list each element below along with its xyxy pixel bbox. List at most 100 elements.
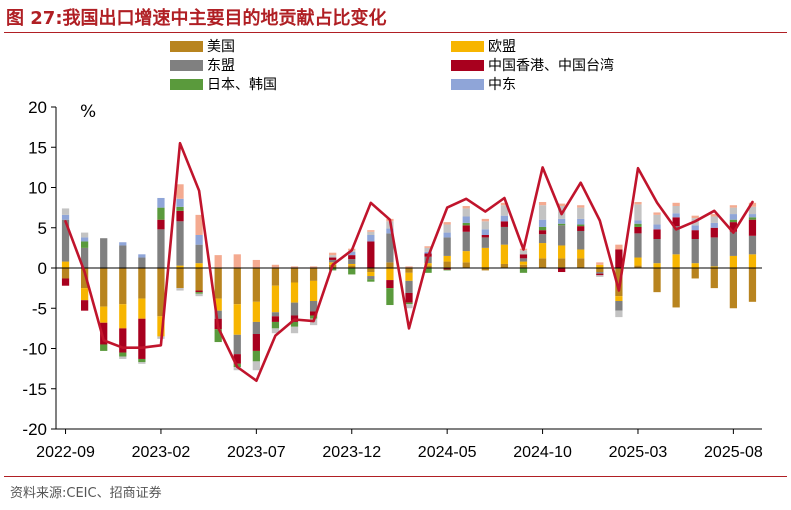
bar-segment [443, 255, 451, 262]
bar-segment [176, 210, 184, 222]
bar-segment [214, 329, 222, 343]
bar-segment [634, 204, 642, 221]
bar-segment [100, 306, 108, 323]
bar-segment [710, 214, 718, 217]
bar-segment [729, 222, 738, 232]
bar-segment [672, 217, 680, 227]
bar-segment [519, 268, 528, 273]
x-tick-label: 2023-12 [322, 444, 381, 461]
bar-segment [309, 266, 318, 268]
bar-segment [500, 202, 509, 206]
bar-segment [195, 290, 203, 293]
bar-segment [214, 255, 222, 268]
bar-segment [634, 257, 642, 266]
bar-segment [424, 246, 432, 248]
bar-segment [195, 214, 203, 235]
bar-segment [729, 205, 738, 208]
x-tick-label: 2023-02 [132, 444, 191, 461]
bar-segment [653, 263, 661, 268]
bar-segment [138, 358, 146, 363]
bar-segment [80, 232, 89, 238]
bar-segment [462, 206, 470, 209]
bar-segment [61, 214, 70, 220]
bar-segment [653, 268, 661, 293]
bar-segment [462, 251, 470, 263]
bar-segment [119, 242, 127, 246]
bar-segment [100, 344, 108, 351]
bar-segment [558, 245, 566, 259]
bar-segment [634, 233, 642, 258]
bar-segment [386, 288, 394, 306]
bar-segment [748, 254, 757, 268]
bar-segment [195, 268, 203, 291]
bar-segment [748, 217, 757, 220]
bar-segment [290, 282, 299, 303]
bar-segment [138, 257, 146, 268]
legend-label: 日本、韩国 [207, 77, 277, 93]
bar-segment [80, 300, 89, 311]
legend-swatch [451, 79, 484, 90]
x-tick-label: 2024-05 [418, 444, 477, 461]
bar-segment [367, 272, 375, 277]
bar-segment [519, 261, 528, 265]
bar-segment [481, 221, 489, 230]
legend-label: 欧盟 [488, 39, 516, 55]
bar-segment [405, 272, 413, 281]
bar-segment [271, 312, 280, 317]
bar-segment [424, 251, 432, 254]
bar-segment [138, 254, 146, 258]
bar-segment [195, 244, 203, 264]
bar-segment [233, 268, 241, 305]
bar-segment [577, 258, 585, 268]
bar-segment [367, 276, 375, 280]
bar-segment [748, 235, 757, 255]
bar-segment [233, 354, 241, 364]
bar-segment [672, 213, 680, 218]
bar-segment [596, 268, 604, 273]
bar-segment [558, 268, 566, 273]
bar-segment [271, 328, 280, 334]
bar-segment [157, 229, 165, 268]
legend-label: 东盟 [207, 58, 235, 74]
bar-segment [577, 230, 585, 250]
bar-segment [329, 255, 337, 258]
bar-segment [119, 356, 127, 359]
y-tick-label: 20 [28, 98, 47, 117]
bar-segment [176, 268, 184, 289]
bar-segment [252, 301, 260, 322]
source-divider [4, 476, 787, 477]
bar-segment [596, 262, 604, 265]
bar-segment [729, 255, 738, 268]
bar-segment [443, 268, 451, 270]
bar-segment [329, 252, 337, 256]
bar-segment [252, 321, 260, 335]
bar-segment [424, 265, 432, 268]
bar-segment [729, 268, 738, 309]
bar-segment [634, 226, 642, 234]
bar-segment [729, 231, 738, 256]
bar-segment [538, 234, 547, 244]
bar-segment [577, 224, 585, 227]
bar-segment [558, 225, 566, 246]
x-tick-label: 2025-03 [609, 444, 668, 461]
bar-segment [519, 254, 528, 259]
bar-segment [424, 263, 432, 266]
bar-segment [195, 292, 203, 294]
source-note: 资料来源:CEIC、招商证券 [10, 486, 162, 501]
legend-swatch [170, 79, 203, 90]
y-axis: -20 -15 -10 -5 0 5 10 15 20 [22, 98, 57, 439]
bar-segment [500, 221, 509, 227]
bar-segment [634, 265, 642, 268]
bar-segment [634, 201, 642, 205]
bar-segment [367, 230, 375, 232]
bar-segment [290, 321, 299, 327]
bar-segment [405, 304, 413, 309]
bar-segment [538, 219, 547, 227]
bar-segment [367, 241, 375, 268]
bar-segment [405, 302, 413, 305]
bar-segment [100, 268, 108, 307]
bar-segment [500, 226, 509, 245]
bar-segment [405, 292, 413, 303]
bar-segment [710, 227, 718, 238]
bar-segment [481, 234, 489, 238]
